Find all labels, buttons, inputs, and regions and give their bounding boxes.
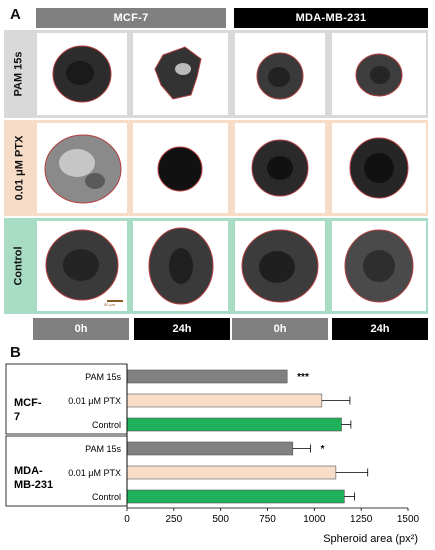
x-tick-label-1250: 1250 — [350, 514, 373, 525]
micrograph-mcf7-control-0h — [37, 221, 127, 311]
panel-a-letter: A — [10, 6, 21, 23]
group-label-mda-line2: MB-231 — [14, 479, 53, 491]
bar-label-0: PAM 15s — [85, 372, 121, 382]
micrograph-mcf7-ptx-0h — [37, 123, 127, 213]
x-axis-label: Spheroid area (px²) — [323, 533, 418, 545]
bar-5 — [126, 489, 345, 504]
micrograph-mda-control-24h — [332, 221, 426, 311]
group-label-mda-line1: MDA- — [14, 465, 43, 477]
x-tick-label-0: 0 — [124, 514, 130, 525]
significance-3: * — [321, 444, 325, 455]
micrograph-mcf7-ptx-24h — [133, 123, 228, 213]
significance-0: *** — [297, 372, 309, 383]
micrograph-mcf7-control-24h — [133, 221, 228, 311]
micrograph-mcf7-pam-0h — [37, 33, 127, 115]
bar-1 — [126, 393, 323, 408]
row-label-ptx: 0.01 μM PTX — [13, 135, 25, 201]
header-mcf7: MCF-7 — [36, 8, 226, 28]
micrograph-mda-ptx-24h — [332, 123, 426, 213]
micrograph-mda-pam-24h — [332, 33, 426, 115]
micrograph-mda-pam-0h — [235, 33, 325, 115]
bar-label-3: PAM 15s — [85, 444, 121, 454]
row-label-pam: PAM 15s — [13, 51, 26, 97]
x-tick-label-1500: 1500 — [397, 514, 420, 525]
scale-bar-label: 50 μm — [104, 302, 116, 307]
micrograph-mcf7-pam-24h — [133, 33, 228, 115]
bar-label-1: 0.01 μM PTX — [68, 396, 121, 406]
timepoint-mcf7-0h: 0h — [33, 318, 129, 340]
row-label-control: Control — [13, 246, 26, 286]
panel-b-letter: B — [10, 344, 21, 361]
bar-label-4: 0.01 μM PTX — [68, 468, 121, 478]
bar-3 — [126, 441, 294, 456]
timepoint-mda-24h: 24h — [332, 318, 428, 340]
spheroid-area-chart: PAM 15s *** 0.01 μM PTX Control PAM 15s * 0.01… — [5, 363, 420, 545]
bar-label-2: Control — [92, 420, 121, 430]
micrograph-mda-control-0h — [235, 221, 325, 311]
header-mda-mb-231: MDA-MB-231 — [234, 8, 428, 28]
bar-label-5: Control — [92, 492, 121, 502]
timepoint-mcf7-24h: 24h — [134, 318, 230, 340]
x-tick-label-500: 500 — [212, 514, 229, 525]
x-tick-label-1000: 1000 — [303, 514, 326, 525]
bar-2 — [126, 417, 342, 432]
bar-4 — [126, 465, 337, 480]
group-label-mcf7-line2: 7 — [14, 411, 20, 423]
x-tick-label-250: 250 — [165, 514, 182, 525]
bar-0 — [126, 369, 288, 384]
micrograph-mda-ptx-0h — [235, 123, 325, 213]
group-label-mcf7-line1: MCF- — [14, 397, 42, 409]
x-tick-label-750: 750 — [259, 514, 276, 525]
timepoint-mda-0h: 0h — [232, 318, 328, 340]
